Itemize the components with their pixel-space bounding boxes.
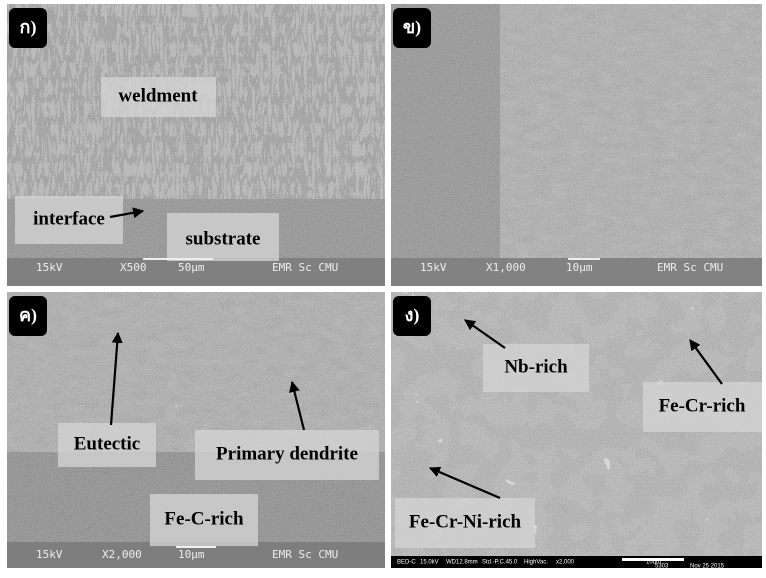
footer-text: Std.-P.C.45.0	[482, 560, 518, 566]
footer-text: 50μm	[178, 261, 205, 274]
annotation: weldment	[118, 85, 198, 106]
footer-text: 15kV	[36, 261, 63, 274]
annotation: Fe-Cr-rich	[659, 395, 746, 416]
panel-label: ก)	[20, 17, 37, 38]
panel-d: ง) Nb-rich Fe-Cr-rich Fe-Cr-Ni-rich BED-…	[391, 292, 762, 570]
footer-text: 15kV	[36, 548, 63, 561]
annotation: substrate	[186, 228, 261, 249]
panel-label: ง)	[405, 305, 420, 326]
annotation: Eutectic	[74, 433, 140, 454]
annotation: Primary dendrite	[216, 443, 358, 464]
footer-text: WD12.8mm	[446, 560, 478, 566]
footer-text: 15.0kV	[420, 560, 439, 566]
footer-text: EMR Sc CMU	[272, 548, 338, 561]
figure: ก) weldment interface substrate 15kV X50…	[0, 0, 766, 578]
grain	[391, 4, 762, 286]
footer-text: BED-C	[397, 560, 416, 566]
footer-text: EMR Sc CMU	[657, 261, 723, 274]
panel-a: ก) weldment interface substrate 15kV X50…	[7, 4, 385, 286]
annotation: Fe-C-rich	[164, 508, 244, 529]
panel-label: ค)	[19, 305, 37, 326]
annotation: Nb-rich	[504, 356, 568, 377]
footer-text: HighVac.	[524, 560, 548, 566]
panel-label: ข)	[403, 17, 421, 38]
annotation: interface	[33, 208, 105, 229]
footer-text: X1,000	[486, 261, 526, 274]
footer-text: x2,000	[556, 560, 575, 566]
footer-text: 10μm	[566, 261, 593, 274]
footer-text: 15kV	[420, 261, 447, 274]
annotation: Fe-Cr-Ni-rich	[409, 511, 522, 532]
footer-text: Nov 25 2015	[690, 564, 725, 570]
panel-c: ค) Eutectic Primary dendrite Fe-C-rich 1…	[7, 292, 385, 568]
footer-text: X2,000	[102, 548, 142, 561]
footer-text: 5303	[655, 564, 669, 570]
footer-text: EMR Sc CMU	[272, 261, 338, 274]
footer-text: 10μm	[178, 548, 205, 561]
footer-text: X500	[120, 261, 147, 274]
panel-b: ข) 15kV X1,000 10μm EMR Sc CMU	[391, 4, 762, 286]
